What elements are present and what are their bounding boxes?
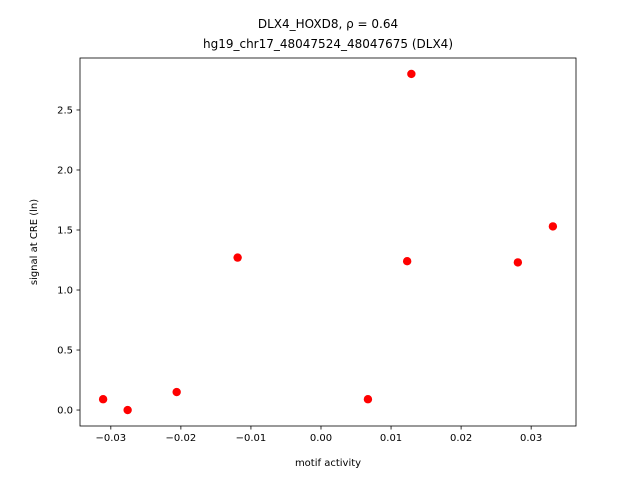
plot-frame [79, 57, 577, 427]
x-tick-label: 0.03 [520, 433, 542, 444]
x-tick-label: 0.01 [380, 433, 402, 444]
y-tick-label: 0.5 [57, 346, 73, 357]
y-tick-label: 2.5 [57, 105, 73, 116]
point [123, 405, 132, 415]
y-axis-label: signal at CRE (ln) [29, 199, 40, 285]
point [513, 258, 523, 267]
y-tick-label: 0.0 [57, 406, 73, 417]
point [402, 257, 412, 266]
x-tick-label: 0.00 [310, 433, 332, 444]
point [98, 395, 108, 404]
y-tick-label: 1.5 [57, 225, 73, 236]
x-tick-label: −0.03 [95, 433, 126, 444]
point [407, 69, 416, 79]
point [172, 387, 181, 397]
point [363, 395, 373, 404]
x-tick-label: 0.02 [450, 433, 472, 444]
point [548, 222, 558, 231]
chart-subtitle: hg19_chr17_48047524_48047675 (DLX4) [203, 37, 453, 51]
point [233, 253, 242, 262]
y-tick-label: 1.0 [57, 286, 73, 297]
y-tick-label: 2.0 [57, 165, 73, 176]
x-axis-label: motif activity [295, 458, 361, 469]
x-tick-label: −0.01 [236, 433, 267, 444]
x-tick-label: −0.02 [166, 433, 197, 444]
chart-title: DLX4_HOXD8, ρ = 0.64 [258, 17, 398, 31]
